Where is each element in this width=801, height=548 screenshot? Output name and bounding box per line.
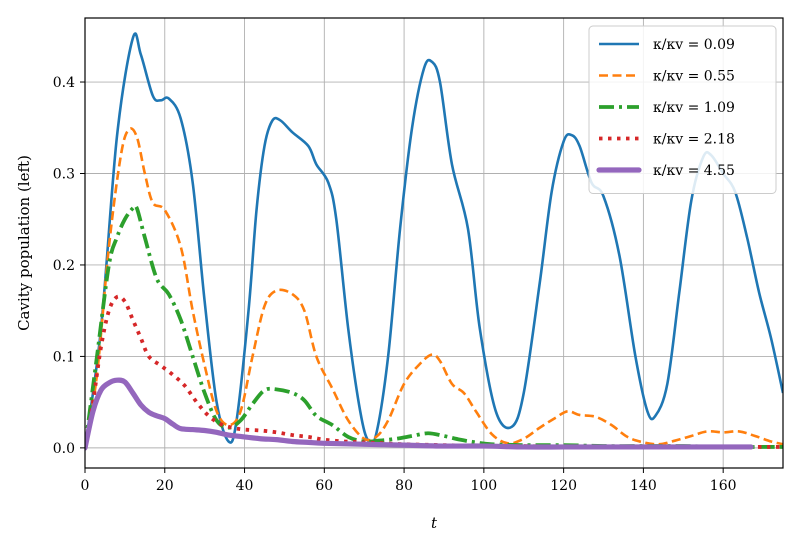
x-tick-label: 0: [81, 478, 90, 494]
series-line-5: [85, 377, 754, 451]
legend-label-1: κ/κv = 0.09: [653, 37, 735, 53]
y-tick-label: 0.1: [53, 349, 75, 365]
y-tick-label: 0.4: [53, 75, 75, 91]
y-tick-label: 0.2: [53, 258, 75, 274]
series-line-1: [85, 32, 783, 449]
x-tick-label: 60: [315, 478, 333, 494]
legend: κ/κv = 0.09 κ/κv = 0.55 κ/κv = 1.09 κ/κv = …: [588, 25, 777, 194]
legend-label-5: κ/κv = 4.55: [653, 163, 735, 179]
y-tick-label: 0.0: [53, 441, 75, 457]
plot-frame: [84, 17, 784, 469]
y-tick-label: 0.3: [53, 166, 75, 182]
x-tick-label: 40: [236, 478, 254, 494]
series-line-2: [85, 127, 783, 449]
x-tick-label: 160: [710, 478, 737, 494]
y-axis-label: Cavity population (left): [15, 155, 33, 331]
x-tick-label: 100: [470, 478, 497, 494]
series-line-3: [85, 203, 783, 449]
series-line-4: [85, 294, 783, 449]
x-tick-label: 80: [395, 478, 413, 494]
series-lines: [85, 32, 783, 451]
legend-label-2: κ/κv = 0.55: [653, 69, 735, 85]
legend-box: [588, 25, 777, 194]
legend-label-4: κ/κv = 2.18: [653, 132, 735, 148]
x-tick-label: 140: [630, 478, 657, 494]
legend-label-3: κ/κv = 1.09: [653, 100, 735, 116]
x-axis-label: t: [431, 514, 438, 532]
axis-ticks: 0 20 40 60 80 100 120 140 160 0.0 0.1 0.2 0.3 0.4: [53, 75, 737, 494]
x-tick-label: 120: [550, 478, 577, 494]
x-tick-label: 20: [156, 478, 174, 494]
